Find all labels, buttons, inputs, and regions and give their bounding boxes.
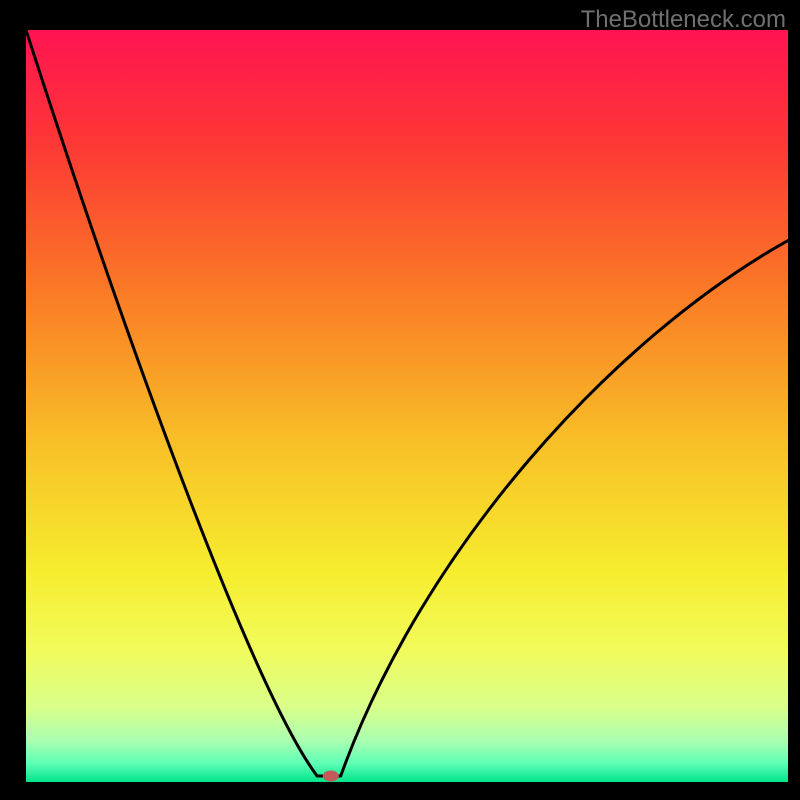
watermark-text: TheBottleneck.com	[581, 6, 786, 34]
plot-area	[26, 30, 788, 782]
plot-svg	[26, 30, 788, 782]
optimum-marker	[323, 770, 339, 781]
plot-background	[26, 30, 788, 782]
